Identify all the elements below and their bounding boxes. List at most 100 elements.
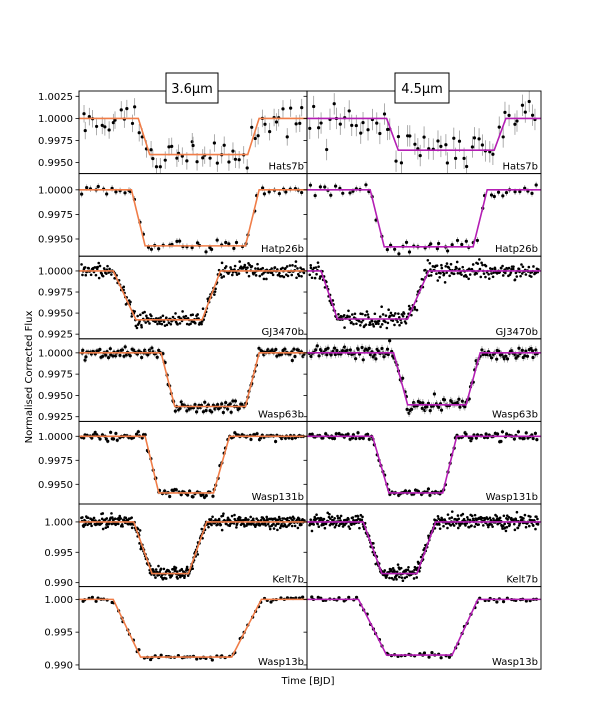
data-point-Wasp13b-1-36 xyxy=(427,655,431,659)
data-point-GJ3470b-0-75 xyxy=(136,314,139,318)
data-point-Hats7b-0-52 xyxy=(274,120,279,124)
data-point-Kelt7b-1-176 xyxy=(398,575,401,579)
data-point-Kelt7b-1-98 xyxy=(358,526,361,530)
data-point-Kelt7b-0-281 xyxy=(219,523,223,527)
data-point-Hatp26b-1-49 xyxy=(513,190,517,194)
data-point-GJ3470b-1-194 xyxy=(456,272,460,275)
data-point-Wasp131b-0-67 xyxy=(204,494,208,498)
data-point-GJ3470b-0-233 xyxy=(254,267,257,270)
data-point-Kelt7b-1-332 xyxy=(477,523,481,526)
data-point-Hats7b-0-44 xyxy=(245,166,249,170)
ytick-label-GJ3470b-2: 0.9975 xyxy=(38,288,73,299)
data-point-GJ3470b-1-177 xyxy=(443,281,447,284)
data-point-GJ3470b-0-194 xyxy=(224,265,228,268)
data-point-Hatp26b-0-23 xyxy=(175,239,179,243)
data-point-Wasp131b-0-30 xyxy=(136,430,140,434)
data-point-Hats7b-0-36 xyxy=(215,161,219,165)
data-point-Kelt7b-1-161 xyxy=(390,568,393,572)
data-point-Hats7b-0-55 xyxy=(285,135,289,139)
data-point-Kelt7b-0-61 xyxy=(110,522,114,526)
data-point-GJ3470b-1-180 xyxy=(445,262,449,265)
data-point-Wasp63b-1-32 xyxy=(354,357,358,361)
data-point-GJ3470b-0-120 xyxy=(169,322,173,326)
data-point-Kelt7b-0-307 xyxy=(232,522,236,525)
data-point-Wasp63b-0-30 xyxy=(122,354,126,358)
data-point-Hats7b-1-18 xyxy=(378,131,382,136)
panel-Wasp131b-ch1: 0.9950 0.9975 1.0000 Wasp131b xyxy=(38,420,308,505)
data-point-Kelt7b-1-324 xyxy=(473,525,477,528)
fit-line-Wasp13b-0 xyxy=(79,598,307,658)
data-point-GJ3470b-1-234 xyxy=(487,273,490,276)
data-point-Wasp63b-1-106 xyxy=(460,399,464,403)
data-point-Kelt7b-1-125 xyxy=(372,542,375,545)
data-point-Wasp131b-0-65 xyxy=(201,493,205,497)
data-point-GJ3470b-0-161 xyxy=(200,322,203,326)
data-point-Kelt7b-1-383 xyxy=(503,522,506,526)
data-point-GJ3470b-1-239 xyxy=(491,267,494,271)
data-point-Kelt7b-1-407 xyxy=(515,510,519,514)
data-point-Hatp26b-0-44 xyxy=(261,186,265,190)
data-point-GJ3470b-0-245 xyxy=(262,277,266,281)
data-point-Wasp63b-0-13 xyxy=(98,347,102,352)
data-point-Wasp63b-1-65 xyxy=(401,376,405,380)
data-point-Kelt7b-0-102 xyxy=(130,526,134,530)
data-point-GJ3470b-1-100 xyxy=(384,314,388,317)
data-point-GJ3470b-1-1 xyxy=(309,263,313,267)
data-point-Kelt7b-1-423 xyxy=(523,513,527,517)
fit-line-Kelt7b-0 xyxy=(79,521,307,575)
data-point-Hatp26b-1-50 xyxy=(518,190,522,194)
panel-Wasp131b-ch2: Wasp131b xyxy=(303,420,542,505)
data-point-Wasp63b-1-90 xyxy=(437,405,441,409)
data-point-Wasp63b-0-70 xyxy=(178,406,182,410)
data-point-GJ3470b-1-124 xyxy=(402,312,406,315)
data-point-GJ3470b-0-5 xyxy=(83,266,87,269)
data-point-Wasp63b-0-27 xyxy=(118,353,122,357)
data-point-GJ3470b-1-103 xyxy=(387,308,390,312)
data-point-Kelt7b-1-62 xyxy=(339,514,343,518)
data-point-GJ3470b-1-102 xyxy=(386,321,390,325)
data-point-Hats7b-1-30 xyxy=(422,135,426,139)
data-point-GJ3470b-1-82 xyxy=(370,319,374,323)
data-point-GJ3470b-1-271 xyxy=(515,275,519,278)
planet-name-Wasp131b-0: Wasp131b xyxy=(252,492,304,503)
data-point-Kelt7b-0-89 xyxy=(124,516,128,520)
data-point-Hats7b-0-10 xyxy=(119,108,123,112)
data-point-GJ3470b-1-61 xyxy=(355,322,358,326)
data-point-GJ3470b-0-272 xyxy=(282,275,286,279)
data-point-Hats7b-1-19 xyxy=(382,112,387,116)
data-point-Hats7b-1-13 xyxy=(359,131,363,135)
data-point-Hats7b-1-35 xyxy=(444,143,448,147)
data-point-Kelt7b-1-193 xyxy=(406,568,410,572)
data-point-Kelt7b-1-381 xyxy=(502,514,506,518)
data-point-GJ3470b-0-67 xyxy=(130,315,134,318)
data-point-Hatp26b-1-19 xyxy=(389,243,393,247)
data-point-Kelt7b-1-292 xyxy=(456,526,460,530)
data-point-Kelt7b-0-399 xyxy=(278,517,281,521)
data-point-Hatp26b-1-24 xyxy=(407,250,412,254)
data-point-Kelt7b-1-214 xyxy=(417,562,420,565)
data-point-Kelt7b-0-101 xyxy=(130,516,133,519)
data-point-GJ3470b-0-206 xyxy=(233,264,237,268)
data-point-Kelt7b-1-172 xyxy=(395,570,399,574)
data-point-Wasp63b-0-103 xyxy=(224,400,228,405)
data-point-Kelt7b-0-166 xyxy=(162,567,166,571)
data-point-GJ3470b-1-252 xyxy=(501,264,504,268)
data-point-Wasp63b-1-50 xyxy=(380,346,384,351)
data-point-GJ3470b-1-79 xyxy=(368,321,372,324)
data-point-Kelt7b-1-261 xyxy=(441,518,444,522)
data-point-Wasp63b-1-36 xyxy=(360,345,364,350)
data-point-Hatp26b-0-28 xyxy=(195,241,200,245)
data-point-Hatp26b-1-0 xyxy=(308,183,313,187)
data-point-GJ3470b-0-86 xyxy=(144,321,148,324)
data-point-Hatp26b-1-36 xyxy=(460,242,464,247)
data-point-Hats7b-1-36 xyxy=(445,161,449,165)
ytick-label-Wasp63b-1: 0.9950 xyxy=(38,391,73,402)
data-point-Hats7b-1-49 xyxy=(497,125,501,129)
data-point-Wasp131b-0-51 xyxy=(174,488,178,492)
data-point-Hatp26b-1-40 xyxy=(475,238,480,243)
data-point-Wasp63b-1-144 xyxy=(514,356,518,360)
data-point-Kelt7b-1-315 xyxy=(468,518,472,522)
data-point-GJ3470b-1-189 xyxy=(452,272,456,276)
data-point-Kelt7b-1-49 xyxy=(333,516,336,520)
data-point-Kelt7b-0-261 xyxy=(209,517,213,521)
